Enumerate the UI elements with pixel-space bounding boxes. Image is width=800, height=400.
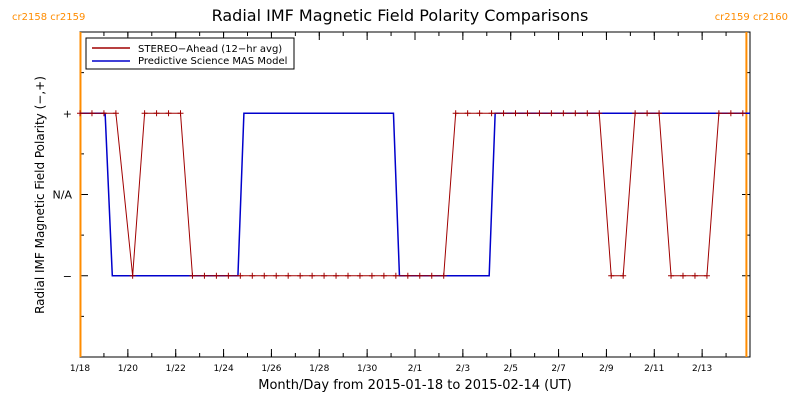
data-point-stereo [632, 110, 639, 117]
x-tick-label: 2/13 [692, 364, 712, 374]
data-point-stereo [404, 272, 411, 279]
data-point-stereo [644, 110, 651, 117]
carrington-label-right: cr2159 cr2160 [715, 12, 788, 23]
x-tick-label: 1/26 [261, 364, 281, 374]
data-point-stereo [715, 110, 722, 117]
legend-label-model: Predictive Science MAS Model [138, 56, 287, 67]
data-point-stereo [476, 110, 483, 117]
data-point-stereo [452, 110, 459, 117]
y-tick-label: + [63, 107, 72, 120]
data-point-stereo [691, 272, 698, 279]
data-point-stereo [560, 110, 567, 117]
x-tick-label: 1/28 [309, 364, 329, 374]
data-point-stereo [273, 272, 280, 279]
series-line-model [80, 112, 750, 277]
data-point-stereo [333, 272, 340, 279]
carrington-label-left: cr2158 cr2159 [12, 12, 85, 23]
x-tick-label: 2/9 [599, 364, 614, 374]
data-point-stereo [512, 110, 519, 117]
legend-label-stereo: STEREO−Ahead (12−hr avg) [138, 44, 282, 55]
series-line-stereo [80, 112, 743, 277]
data-point-stereo [285, 272, 292, 279]
data-point-stereo [249, 272, 256, 279]
legend-box [85, 37, 295, 70]
x-tick-label: 2/7 [551, 364, 565, 374]
data-point-stereo [464, 110, 471, 117]
axis-ticks: 1/18 1/20 1/22 1/24 1/26 1/28 1/30 2/1 2/3 2/5 2/7… [53, 31, 751, 374]
data-point-stereo [112, 110, 119, 117]
data-point-stereo [392, 272, 399, 279]
data-point-stereo [488, 110, 495, 117]
x-tick-label: 1/24 [213, 364, 233, 374]
data-point-stereo [100, 110, 107, 117]
data-point-stereo [416, 272, 423, 279]
data-point-stereo [536, 110, 543, 117]
data-point-stereo [380, 272, 387, 279]
carrington-label-right-a: cr2159 [714, 12, 750, 23]
data-point-stereo [368, 272, 375, 279]
x-tick-label: 2/11 [644, 364, 664, 374]
x-tick-label: 1/30 [357, 364, 377, 374]
data-point-stereo [524, 110, 531, 117]
data-point-stereo [261, 272, 268, 279]
data-point-stereo [440, 272, 447, 279]
data-point-stereo [165, 110, 172, 117]
data-point-stereo [88, 110, 95, 117]
x-tick-label: 1/22 [166, 364, 186, 374]
data-point-stereo [237, 272, 244, 279]
data-point-stereo [596, 110, 603, 117]
data-point-stereo [500, 110, 507, 117]
legend: STEREO−Ahead (12−hr avg) Predictive Scie… [85, 37, 295, 70]
series-lines [77, 110, 750, 279]
data-point-stereo [201, 272, 208, 279]
data-point-stereo [213, 272, 220, 279]
data-point-stereo [77, 110, 83, 117]
data-point-stereo [608, 272, 615, 279]
x-tick-label: 1/18 [70, 364, 90, 374]
x-tick-label: 2/5 [503, 364, 517, 374]
data-point-stereo [321, 272, 328, 279]
carrington-label-left-a: cr2158 [12, 12, 48, 23]
data-point-stereo [177, 110, 184, 117]
data-point-stereo [572, 110, 579, 117]
data-point-stereo [141, 110, 148, 117]
x-tick-label: 2/3 [456, 364, 470, 374]
x-tick-label: 2/1 [408, 364, 422, 374]
data-point-stereo [548, 110, 555, 117]
data-point-stereo [620, 272, 627, 279]
y-tick-label: N/A [53, 189, 73, 202]
data-point-stereo [703, 272, 710, 279]
chart-title: Radial IMF Magnetic Field Polarity Compa… [211, 6, 589, 25]
data-point-stereo [225, 272, 232, 279]
y-tick-label: − [63, 270, 72, 283]
data-point-stereo [428, 272, 435, 279]
data-point-stereo [656, 110, 663, 117]
x-axis-label: Month/Day from 2015-01-18 to 2015-02-14 … [258, 378, 572, 393]
data-point-stereo [297, 272, 304, 279]
data-point-stereo [345, 272, 351, 279]
data-point-stereo [309, 272, 316, 279]
data-point-stereo [739, 110, 746, 117]
carrington-label-right-b: cr2160 [752, 12, 788, 23]
x-tick-label: 1/20 [118, 364, 138, 374]
data-point-stereo [584, 110, 591, 117]
data-point-stereo [356, 272, 363, 279]
data-point-stereo [153, 110, 160, 117]
data-point-stereo [727, 110, 734, 117]
data-point-stereo [129, 272, 136, 279]
data-point-stereo [668, 272, 675, 279]
plot-frame [79, 31, 751, 358]
data-point-stereo [680, 272, 686, 279]
data-point-stereo [189, 272, 196, 279]
carrington-lines [79, 32, 748, 357]
carrington-label-left-b: cr2159 [50, 12, 86, 23]
